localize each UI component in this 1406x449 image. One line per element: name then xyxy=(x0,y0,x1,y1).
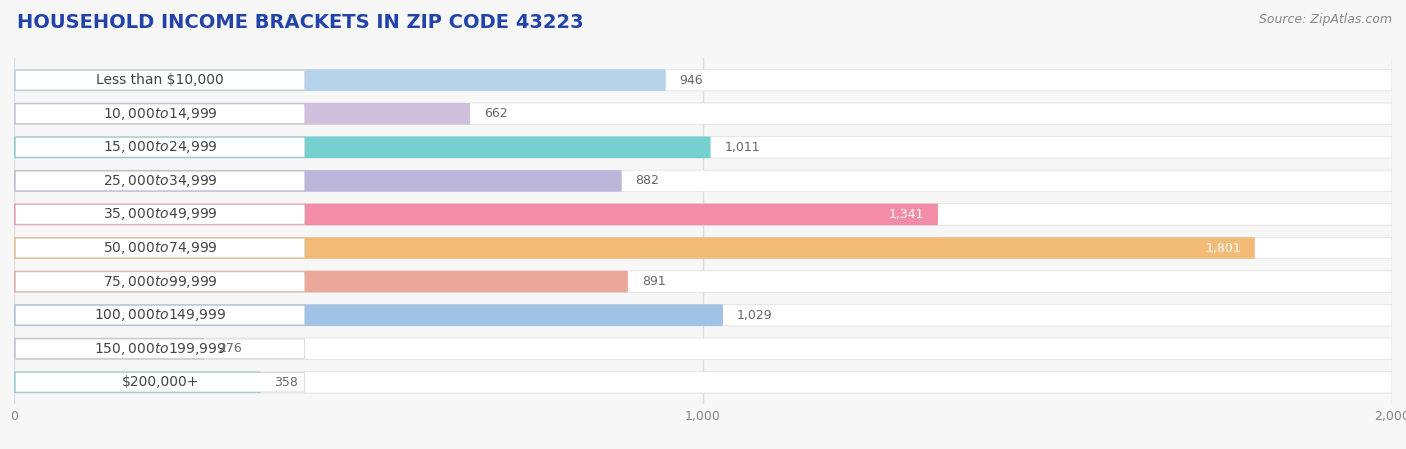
FancyBboxPatch shape xyxy=(14,204,938,225)
Text: $75,000 to $99,999: $75,000 to $99,999 xyxy=(103,273,218,290)
FancyBboxPatch shape xyxy=(15,272,305,291)
Text: $150,000 to $199,999: $150,000 to $199,999 xyxy=(94,341,226,357)
FancyBboxPatch shape xyxy=(14,338,1392,360)
Text: 1,341: 1,341 xyxy=(889,208,924,221)
FancyBboxPatch shape xyxy=(15,205,305,224)
FancyBboxPatch shape xyxy=(14,170,621,192)
Text: $200,000+: $200,000+ xyxy=(121,375,198,389)
Text: 1,801: 1,801 xyxy=(1205,242,1241,255)
Text: 276: 276 xyxy=(218,342,242,355)
FancyBboxPatch shape xyxy=(15,70,305,90)
FancyBboxPatch shape xyxy=(15,138,305,157)
Text: 358: 358 xyxy=(274,376,298,389)
FancyBboxPatch shape xyxy=(14,237,1254,259)
Text: $100,000 to $149,999: $100,000 to $149,999 xyxy=(94,307,226,323)
FancyBboxPatch shape xyxy=(14,371,260,393)
Text: $35,000 to $49,999: $35,000 to $49,999 xyxy=(103,207,218,222)
FancyBboxPatch shape xyxy=(14,204,1392,225)
FancyBboxPatch shape xyxy=(14,304,723,326)
Text: 1,029: 1,029 xyxy=(737,308,772,321)
Text: $10,000 to $14,999: $10,000 to $14,999 xyxy=(103,106,218,122)
FancyBboxPatch shape xyxy=(14,271,628,292)
Text: $15,000 to $24,999: $15,000 to $24,999 xyxy=(103,139,218,155)
Text: 662: 662 xyxy=(484,107,508,120)
FancyBboxPatch shape xyxy=(14,136,1392,158)
FancyBboxPatch shape xyxy=(15,238,305,258)
FancyBboxPatch shape xyxy=(15,339,305,358)
Text: 891: 891 xyxy=(641,275,665,288)
Text: 946: 946 xyxy=(679,74,703,87)
FancyBboxPatch shape xyxy=(15,373,305,392)
FancyBboxPatch shape xyxy=(15,104,305,123)
Text: Less than $10,000: Less than $10,000 xyxy=(96,73,224,87)
FancyBboxPatch shape xyxy=(14,170,1392,192)
FancyBboxPatch shape xyxy=(14,271,1392,292)
FancyBboxPatch shape xyxy=(15,171,305,190)
FancyBboxPatch shape xyxy=(14,371,1392,393)
FancyBboxPatch shape xyxy=(14,103,470,124)
FancyBboxPatch shape xyxy=(14,237,1392,259)
FancyBboxPatch shape xyxy=(14,136,710,158)
Text: 1,011: 1,011 xyxy=(724,141,761,154)
Text: $50,000 to $74,999: $50,000 to $74,999 xyxy=(103,240,218,256)
FancyBboxPatch shape xyxy=(14,338,204,360)
Text: Source: ZipAtlas.com: Source: ZipAtlas.com xyxy=(1258,13,1392,26)
Text: HOUSEHOLD INCOME BRACKETS IN ZIP CODE 43223: HOUSEHOLD INCOME BRACKETS IN ZIP CODE 43… xyxy=(17,13,583,32)
FancyBboxPatch shape xyxy=(14,70,666,91)
Text: $25,000 to $34,999: $25,000 to $34,999 xyxy=(103,173,218,189)
FancyBboxPatch shape xyxy=(15,305,305,325)
Text: 882: 882 xyxy=(636,174,659,187)
FancyBboxPatch shape xyxy=(14,70,1392,91)
FancyBboxPatch shape xyxy=(14,103,1392,124)
FancyBboxPatch shape xyxy=(14,304,1392,326)
